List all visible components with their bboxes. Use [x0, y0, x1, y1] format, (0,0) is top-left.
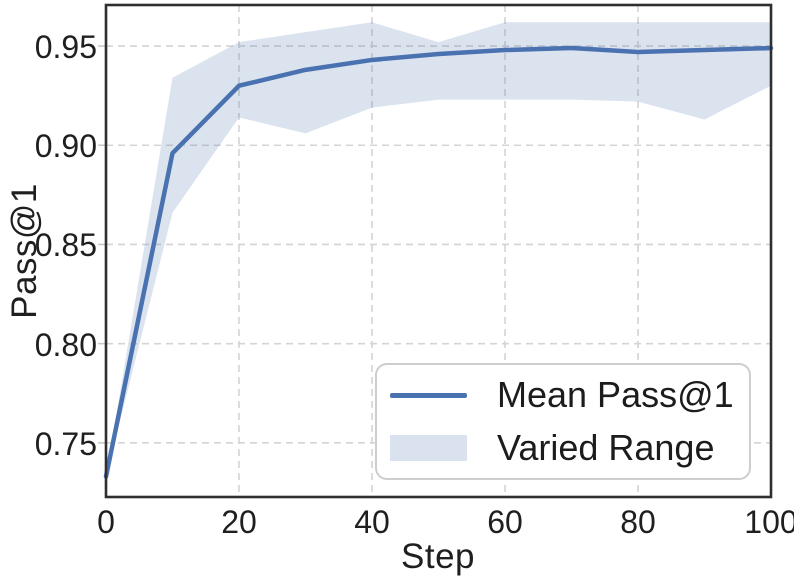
legend-label: Varied Range — [497, 427, 715, 468]
x-tick-label: 60 — [487, 504, 523, 540]
y-tick-label: 0.80 — [34, 326, 97, 363]
y-tick-label: 0.85 — [34, 227, 97, 264]
x-tick-label: 100 — [744, 504, 794, 540]
y-axis-title: Pass@1 — [5, 183, 44, 319]
varied-range-swatch-icon — [390, 435, 467, 461]
x-axis-title: Step — [401, 537, 475, 576]
x-tick-label: 80 — [620, 504, 656, 540]
mean-pass1-line — [103, 45, 774, 479]
x-tick-label: 0 — [97, 504, 115, 540]
y-tick-label: 0.75 — [34, 425, 97, 462]
x-tick-label: 40 — [354, 504, 390, 540]
legend-entry-range: Varied Range — [377, 425, 749, 471]
y-tick-label: 0.95 — [34, 29, 97, 66]
varied-range-band — [106, 22, 771, 477]
legend-box: Mean Pass@1 Varied Range — [375, 363, 751, 480]
legend-entry-mean: Mean Pass@1 — [377, 372, 749, 418]
y-tick-label: 0.90 — [34, 128, 97, 165]
mean-line-swatch-icon — [390, 392, 467, 398]
legend-label: Mean Pass@1 — [497, 374, 734, 415]
axes-spines — [104, 3, 773, 499]
x-tick-label: 20 — [221, 504, 257, 540]
